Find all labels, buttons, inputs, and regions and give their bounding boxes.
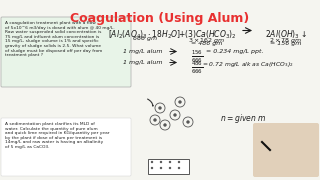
Text: $2Al(OH)_3\downarrow$: $2Al(OH)_3\downarrow$: [265, 28, 307, 40]
Text: $+(3)Ca(HCO_3)_2$: $+(3)Ca(HCO_3)_2$: [178, 28, 236, 40]
Text: = 156 gm: = 156 gm: [270, 41, 302, 46]
Circle shape: [178, 167, 180, 169]
Circle shape: [174, 114, 176, 116]
Text: 666 gm: 666 gm: [133, 36, 157, 41]
Text: Coagulation (Using Alum): Coagulation (Using Alum): [70, 12, 250, 25]
Text: A sedimentation plant clarifies its MLD of
water. Calculate the quantity of pure: A sedimentation plant clarifies its MLD …: [5, 122, 109, 149]
FancyArrowPatch shape: [148, 99, 153, 106]
Circle shape: [179, 101, 181, 103]
Circle shape: [164, 124, 166, 126]
Circle shape: [169, 167, 171, 169]
Text: A coagulation treatment plant with a flow
of 5x10^6 m3/day is dosed with alum @ : A coagulation treatment plant with a flo…: [5, 21, 115, 57]
Text: = 486 gm: = 486 gm: [191, 41, 223, 46]
FancyBboxPatch shape: [148, 159, 188, 174]
Text: $\frac{156}{666}$: $\frac{156}{666}$: [191, 49, 203, 65]
FancyBboxPatch shape: [253, 123, 319, 177]
Circle shape: [187, 121, 189, 123]
Text: $[Al_2(AO_4)_3\cdot 18H_2O]$: $[Al_2(AO_4)_3\cdot 18H_2O]$: [108, 28, 182, 40]
Text: = 0.234 mg/L ppt.: = 0.234 mg/L ppt.: [206, 49, 264, 54]
Circle shape: [160, 167, 162, 169]
Circle shape: [178, 161, 180, 163]
Text: $2\times78$ gm: $2\times78$ gm: [269, 36, 303, 45]
Circle shape: [160, 161, 162, 163]
Text: $\frac{486}{666}$: $\frac{486}{666}$: [191, 60, 203, 76]
Text: $n = given\ m$: $n = given\ m$: [220, 112, 267, 125]
Text: = 0.72 mg/L alk as Ca(HCO$_3$)$_2$: = 0.72 mg/L alk as Ca(HCO$_3$)$_2$: [202, 60, 294, 69]
Circle shape: [154, 119, 156, 121]
Text: 1 mg/L alum: 1 mg/L alum: [123, 49, 163, 54]
FancyBboxPatch shape: [1, 118, 131, 176]
Text: $3\times162$ gm: $3\times162$ gm: [188, 36, 226, 45]
Circle shape: [159, 107, 161, 109]
Circle shape: [151, 161, 153, 163]
FancyBboxPatch shape: [1, 17, 131, 87]
Text: 1 mg/L alum: 1 mg/L alum: [123, 60, 163, 65]
Circle shape: [169, 161, 171, 163]
Circle shape: [151, 167, 153, 169]
